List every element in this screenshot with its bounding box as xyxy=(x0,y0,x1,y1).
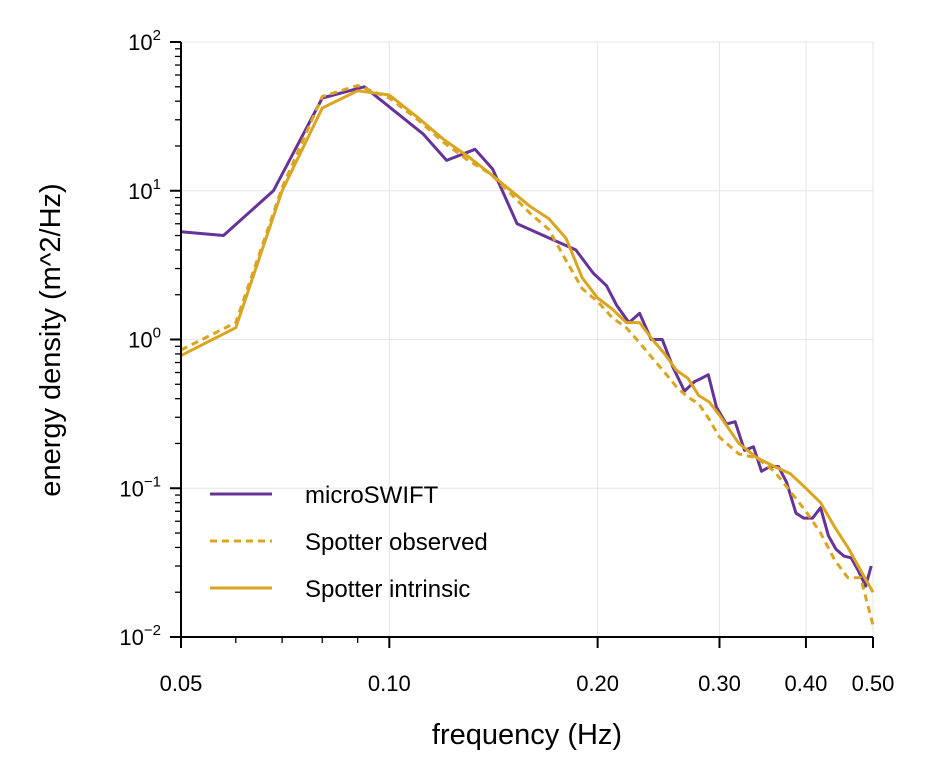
x-ticks-group: 0.05 0.10 0.20 0.30 0.40 0.50 xyxy=(160,637,895,696)
legend: microSWIFT Spotter observed Spotter intrin… xyxy=(210,482,488,603)
y-axis-label: energy density (m^2/Hz) xyxy=(35,183,67,496)
y-tick-label: 10−2 xyxy=(119,622,161,650)
series-line-microswift xyxy=(180,85,873,588)
legend-label: Spotter observed xyxy=(305,529,488,556)
y-tick-label: 102 xyxy=(128,27,161,55)
x-tick-label: 0.05 xyxy=(160,671,203,696)
x-tick-label: 0.40 xyxy=(785,671,828,696)
x-tick-label: 0.10 xyxy=(368,671,411,696)
y-ticks-group: 10−2 10−1 100 101 102 xyxy=(119,27,181,650)
legend-label: microSWIFT xyxy=(305,482,439,509)
x-axis-label: frequency (Hz) xyxy=(432,719,622,751)
grid-lines xyxy=(180,41,874,638)
x-tick-label: 0.30 xyxy=(698,671,741,696)
legend-label: Spotter intrinsic xyxy=(305,576,470,603)
series-line-spotter-observed xyxy=(180,84,875,626)
x-tick-label: 0.20 xyxy=(576,671,619,696)
y-tick-label: 100 xyxy=(128,325,161,353)
data-series-group xyxy=(180,84,875,626)
x-tick-label: 0.50 xyxy=(852,671,895,696)
series-line-spotter-intrinsic xyxy=(180,89,875,593)
y-tick-label: 101 xyxy=(128,176,161,204)
y-tick-label: 10−1 xyxy=(119,473,161,501)
